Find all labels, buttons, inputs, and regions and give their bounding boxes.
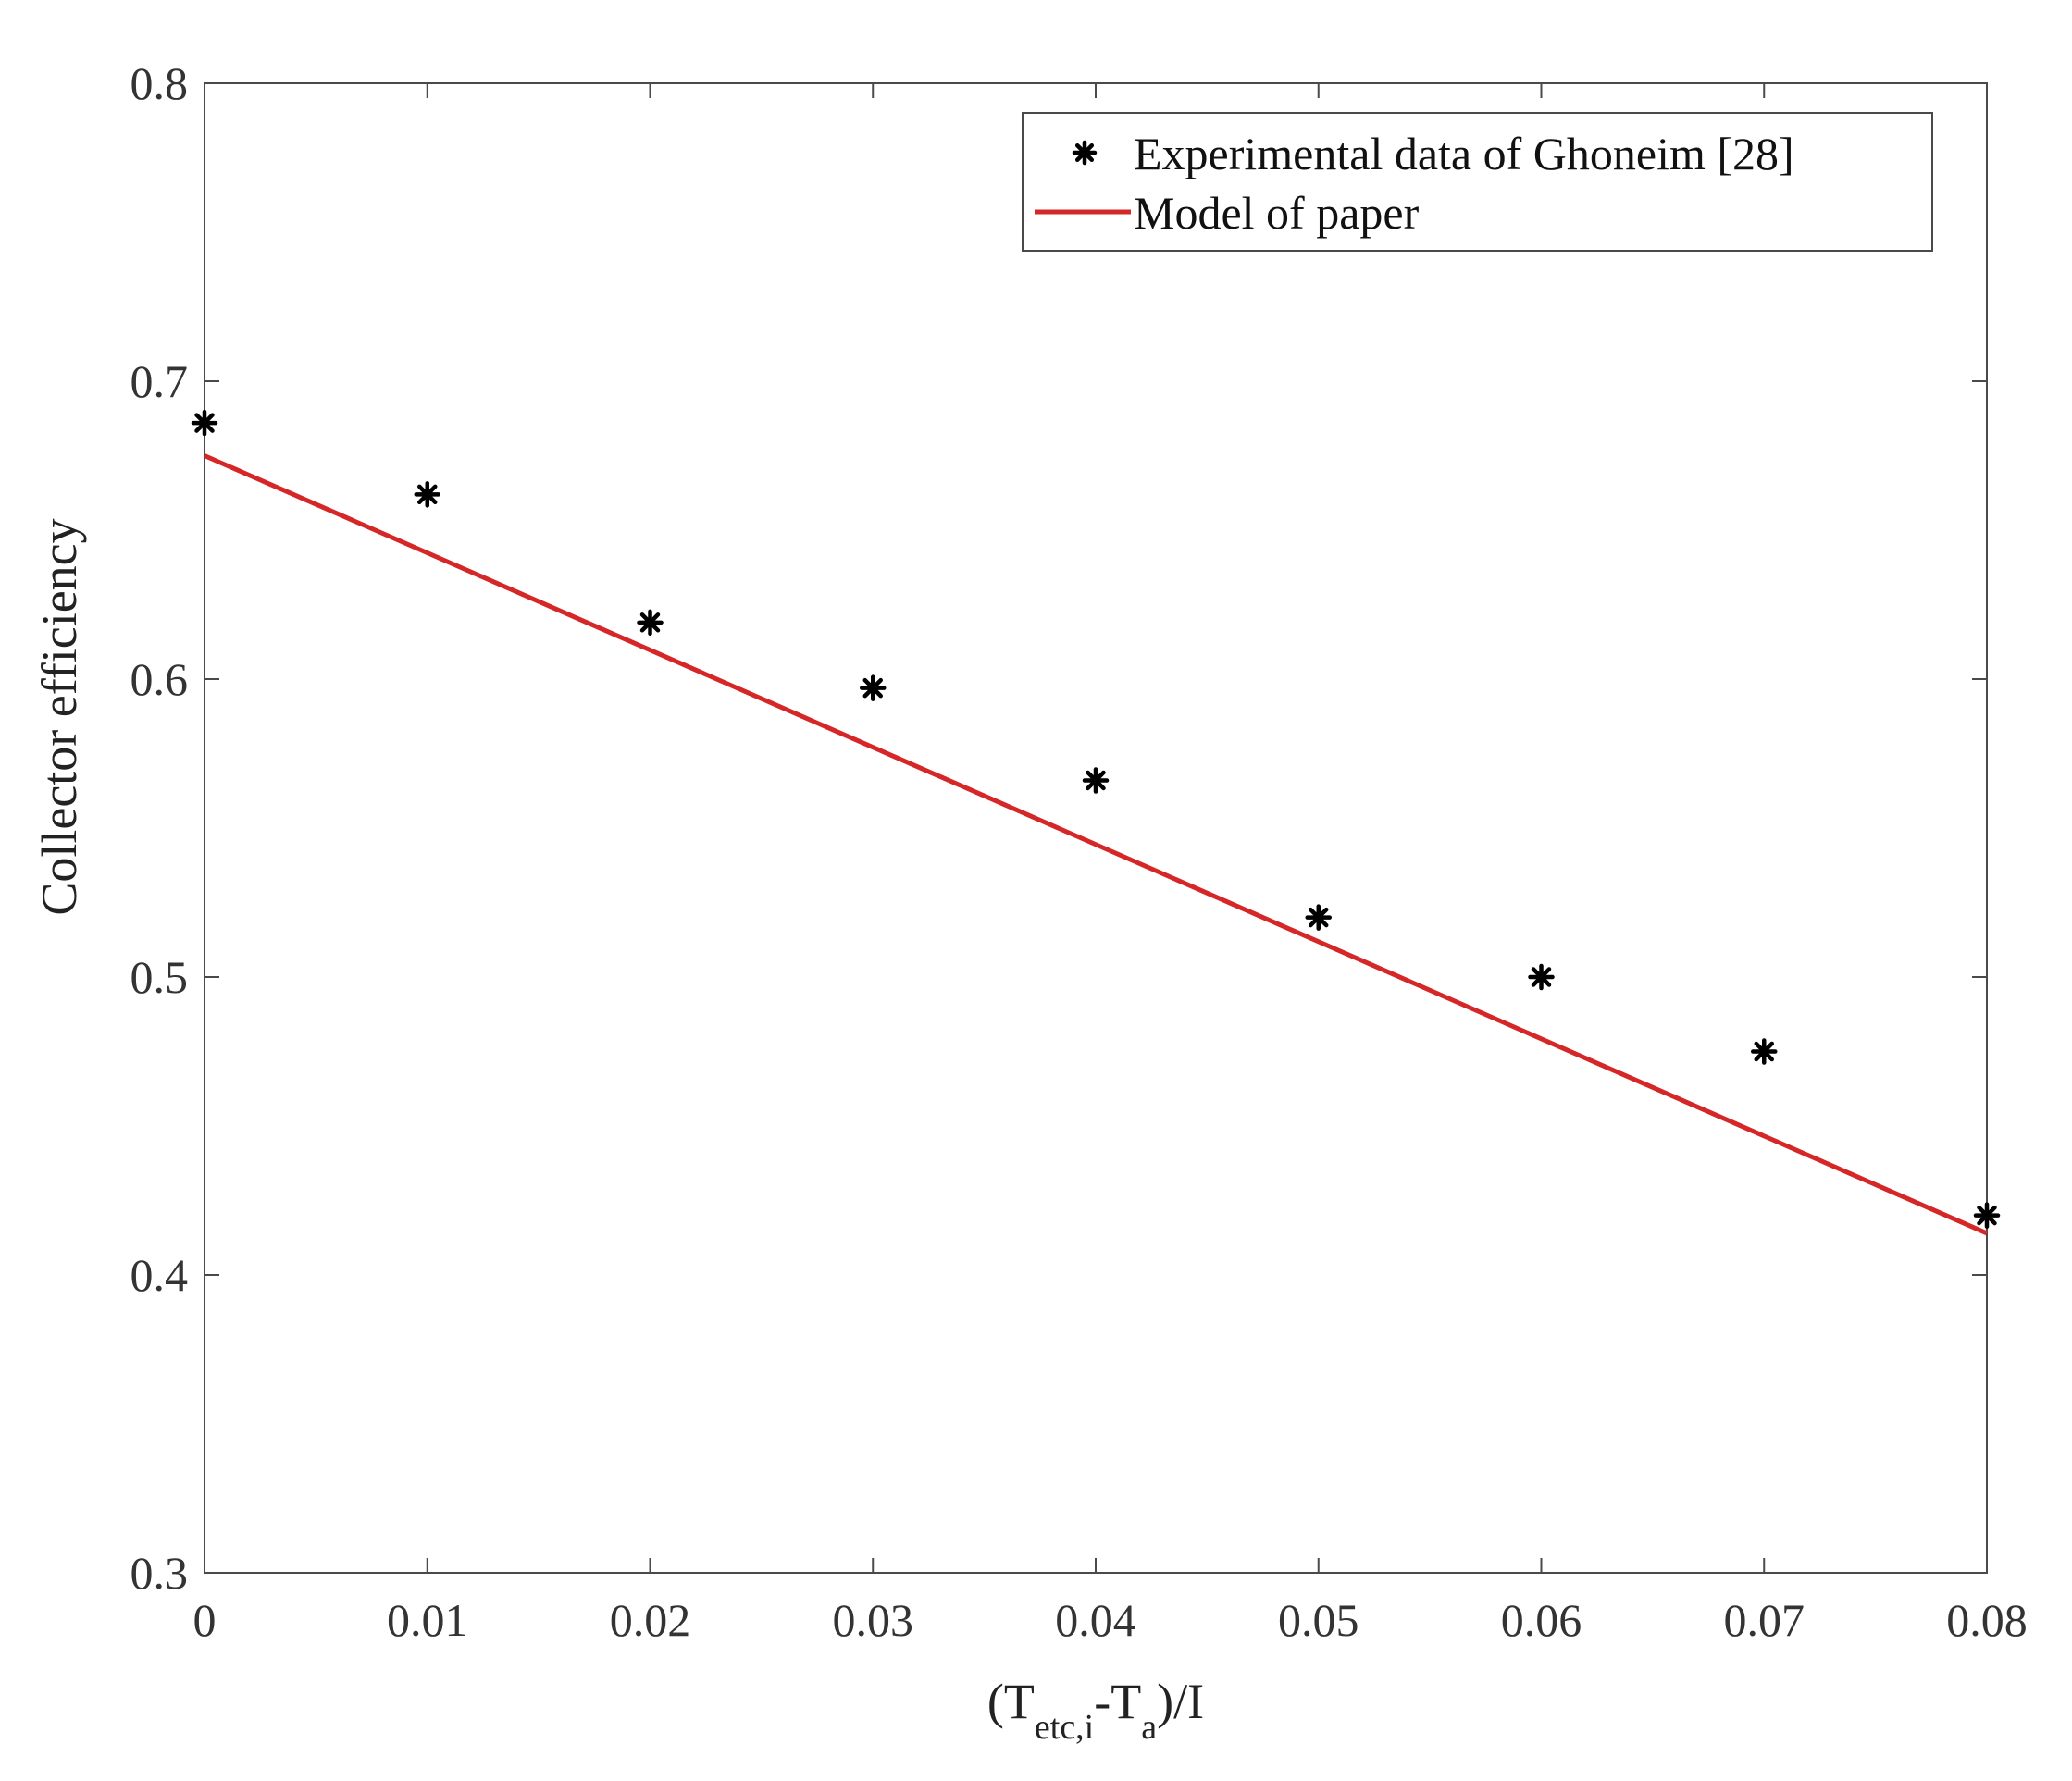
y-tick-label: 0.4 xyxy=(130,1249,189,1301)
x-tick-label: 0.06 xyxy=(1501,1594,1582,1646)
x-tick-label: 0.05 xyxy=(1278,1594,1359,1646)
data-point xyxy=(191,409,218,437)
data-point xyxy=(860,674,887,701)
legend-label-model: Model of paper xyxy=(1134,187,1420,239)
legend-asterisk xyxy=(1072,140,1098,166)
y-tick-label: 0.8 xyxy=(130,57,189,109)
data-point xyxy=(1528,963,1555,991)
y-tick-label: 0.5 xyxy=(130,951,189,1003)
x-axis-title-close: )/I xyxy=(1157,1674,1204,1729)
y-tick-label: 0.7 xyxy=(130,355,189,407)
x-axis-title: (Tetc,i-Ta)/I xyxy=(987,1674,1204,1747)
x-axis-title-mid: -T xyxy=(1094,1674,1141,1729)
x-axis-title-open: (T xyxy=(987,1674,1035,1729)
series-layer xyxy=(191,409,2001,1236)
data-point xyxy=(414,481,440,508)
data-point xyxy=(637,609,664,637)
x-tick-label: 0 xyxy=(193,1594,217,1646)
data-point xyxy=(1751,1038,1778,1065)
axis-ticks xyxy=(204,82,1988,1574)
data-point xyxy=(1082,767,1110,794)
x-tick-label: 0.03 xyxy=(833,1594,914,1646)
x-tick-label: 0.01 xyxy=(387,1594,468,1646)
legend: Experimental data of Ghoneim [28] Model … xyxy=(1022,112,1933,252)
x-axis-title-subscript-1: etc,i xyxy=(1035,1708,1094,1747)
y-axis-title: Collector efficiency xyxy=(31,518,87,915)
x-tick-label: 0.07 xyxy=(1724,1594,1805,1646)
data-point xyxy=(1973,1202,2001,1229)
y-tick-label: 0.6 xyxy=(130,653,189,705)
legend-label-experimental: Experimental data of Ghoneim [28] xyxy=(1134,128,1794,179)
data-point xyxy=(1305,904,1332,931)
x-tick-label: 0.04 xyxy=(1055,1594,1136,1646)
legend-box xyxy=(1022,112,1933,252)
y-tick-label: 0.3 xyxy=(130,1547,189,1599)
x-tick-label: 0.08 xyxy=(1946,1594,2028,1646)
x-tick-label: 0.02 xyxy=(610,1594,691,1646)
legend-marker-experimental xyxy=(1072,140,1098,166)
model-line xyxy=(204,453,1988,1236)
x-axis-title-subscript-2: a xyxy=(1141,1708,1157,1747)
y-tick-labels: 0.3 0.4 0.5 0.6 0.7 0.8 xyxy=(130,57,189,1599)
x-tick-labels: 0 0.01 0.02 0.03 0.04 0.05 0.06 0.07 0.08 xyxy=(193,1594,2028,1646)
